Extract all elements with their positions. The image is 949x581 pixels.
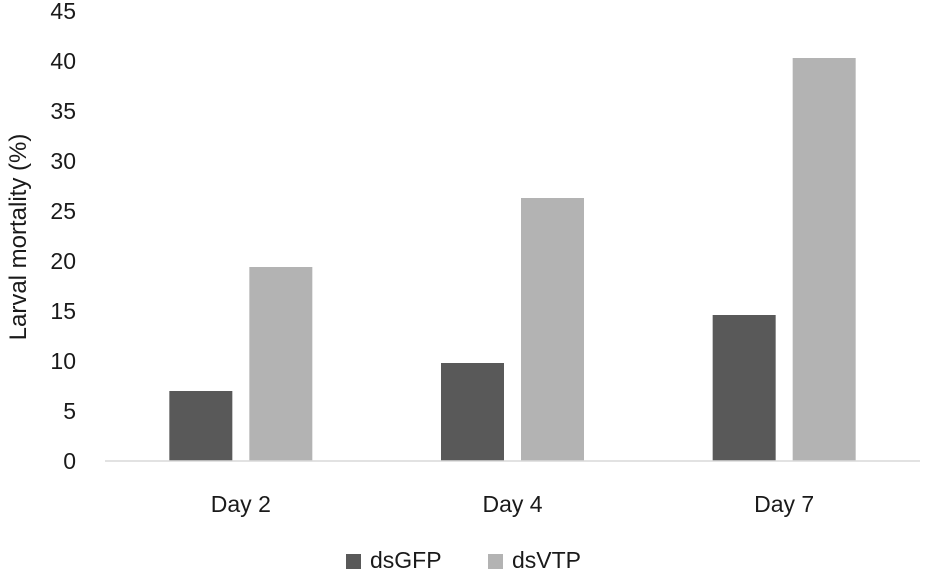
y-tick-label: 20 bbox=[50, 248, 76, 274]
x-category-label: Day 2 bbox=[211, 491, 271, 517]
y-tick-label: 25 bbox=[50, 198, 76, 224]
y-tick-label: 45 bbox=[50, 0, 76, 24]
y-tick-label: 10 bbox=[50, 348, 76, 374]
legend: dsGFP dsVTP bbox=[346, 547, 581, 573]
bar-dsGFP-day-4 bbox=[441, 363, 504, 461]
y-tick-label: 0 bbox=[63, 448, 76, 474]
x-category-label: Day 4 bbox=[482, 491, 542, 517]
y-tick-label: 5 bbox=[63, 398, 76, 424]
bar-dsVTP-day-4 bbox=[521, 198, 584, 461]
legend-label-dsGFP: dsGFP bbox=[370, 547, 442, 573]
bar-dsGFP-day-2 bbox=[169, 391, 233, 461]
legend-swatch-dsVTP bbox=[488, 554, 503, 569]
y-axis-ticks: 0 5 10 15 20 25 30 35 40 45 bbox=[50, 0, 76, 474]
bar-dsVTP-day-7 bbox=[792, 58, 856, 461]
x-category-label: Day 7 bbox=[754, 491, 814, 517]
bars bbox=[169, 58, 856, 461]
y-tick-label: 30 bbox=[50, 148, 76, 174]
y-axis-title: Larval mortality (%) bbox=[5, 134, 32, 341]
y-tick-label: 15 bbox=[50, 298, 76, 324]
y-tick-label: 35 bbox=[50, 98, 76, 124]
bar-dsVTP-day-2 bbox=[249, 267, 313, 461]
legend-swatch-dsGFP bbox=[346, 554, 361, 569]
x-axis-labels: Day 2 Day 4 Day 7 bbox=[211, 491, 814, 517]
bar-dsGFP-day-7 bbox=[712, 315, 776, 461]
legend-label-dsVTP: dsVTP bbox=[512, 547, 581, 573]
y-tick-label: 40 bbox=[50, 48, 76, 74]
